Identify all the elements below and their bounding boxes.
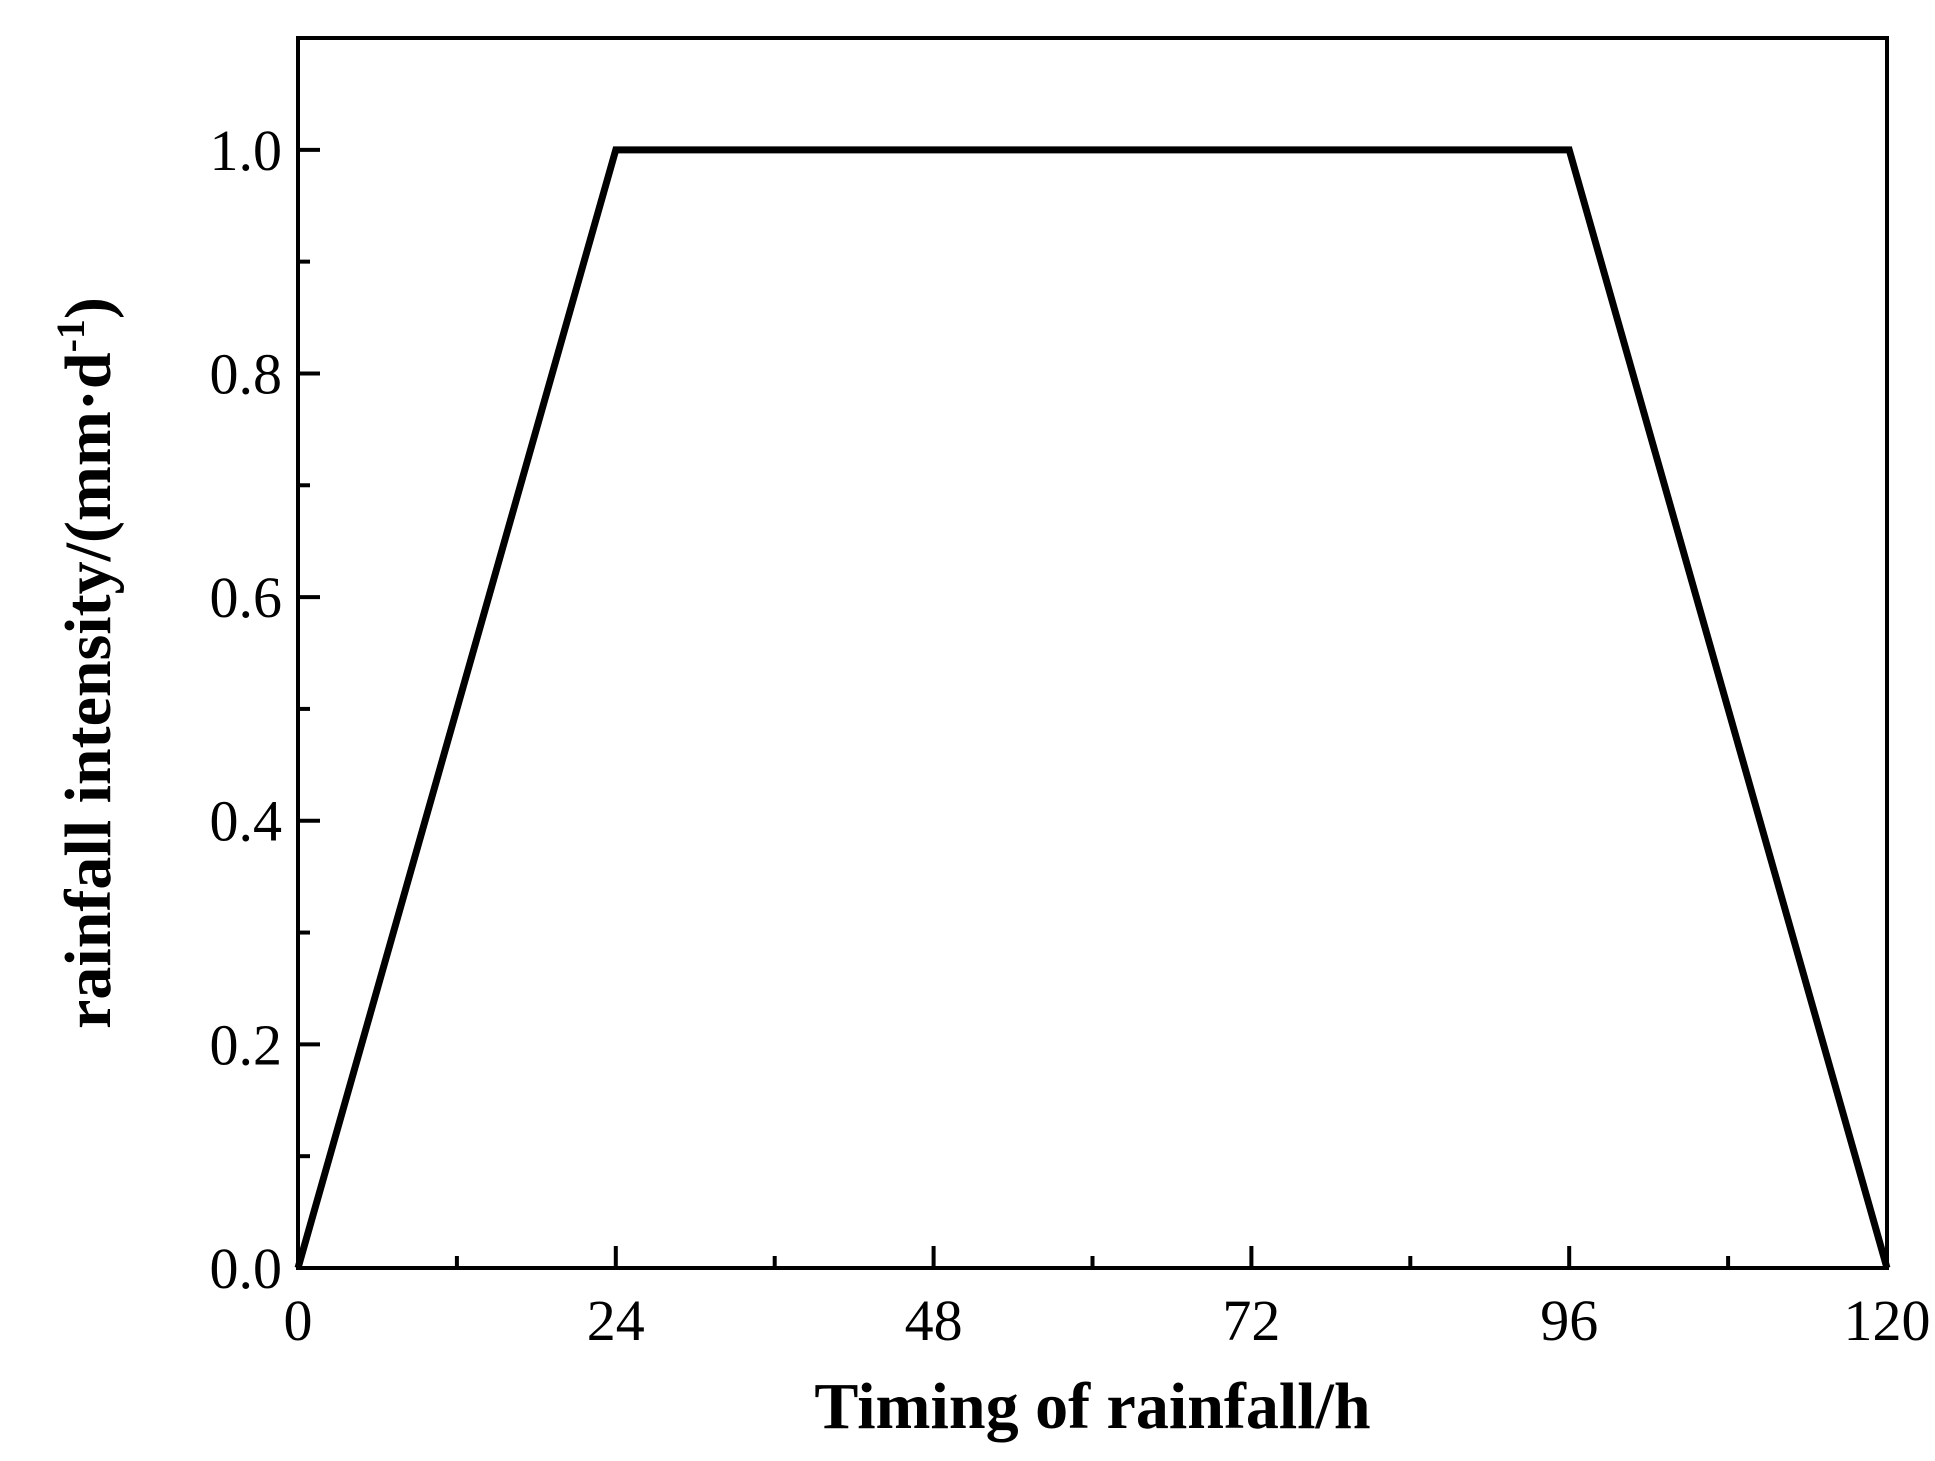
plot-frame — [296, 36, 1889, 1270]
y-tick-label: 0.6 — [210, 565, 283, 630]
x-tick-label: 72 — [1222, 1288, 1280, 1353]
x-tick-label: 96 — [1540, 1288, 1598, 1353]
y-axis-title-close: ) — [52, 297, 125, 319]
axis-tick-labels: 0 24 48 72 96 120 0.0 0.2 0.4 0.6 0.8 1.0 — [210, 118, 1931, 1353]
x-axis-title: Timing of rainfall/h — [814, 1370, 1370, 1443]
y-tick-label: 0.0 — [210, 1236, 283, 1301]
x-tick-label: 0 — [284, 1288, 313, 1353]
x-tick-label: 48 — [905, 1288, 963, 1353]
y-axis-title: rainfall intensity/(mm·d-1) — [48, 297, 125, 1029]
y-tick-label: 1.0 — [210, 118, 283, 183]
y-axis-title-superscript: -1 — [48, 319, 93, 352]
series-line — [294, 146, 1891, 1269]
data-series — [294, 146, 1891, 1269]
x-tick-label: 24 — [587, 1288, 645, 1353]
y-axis-title-main: rainfall intensity/(mm·d — [52, 352, 125, 1029]
y-tick-label: 0.2 — [210, 1012, 283, 1077]
y-tick-label: 0.8 — [210, 341, 283, 406]
x-tick-label: 120 — [1844, 1288, 1931, 1353]
y-tick-label: 0.4 — [210, 789, 283, 854]
